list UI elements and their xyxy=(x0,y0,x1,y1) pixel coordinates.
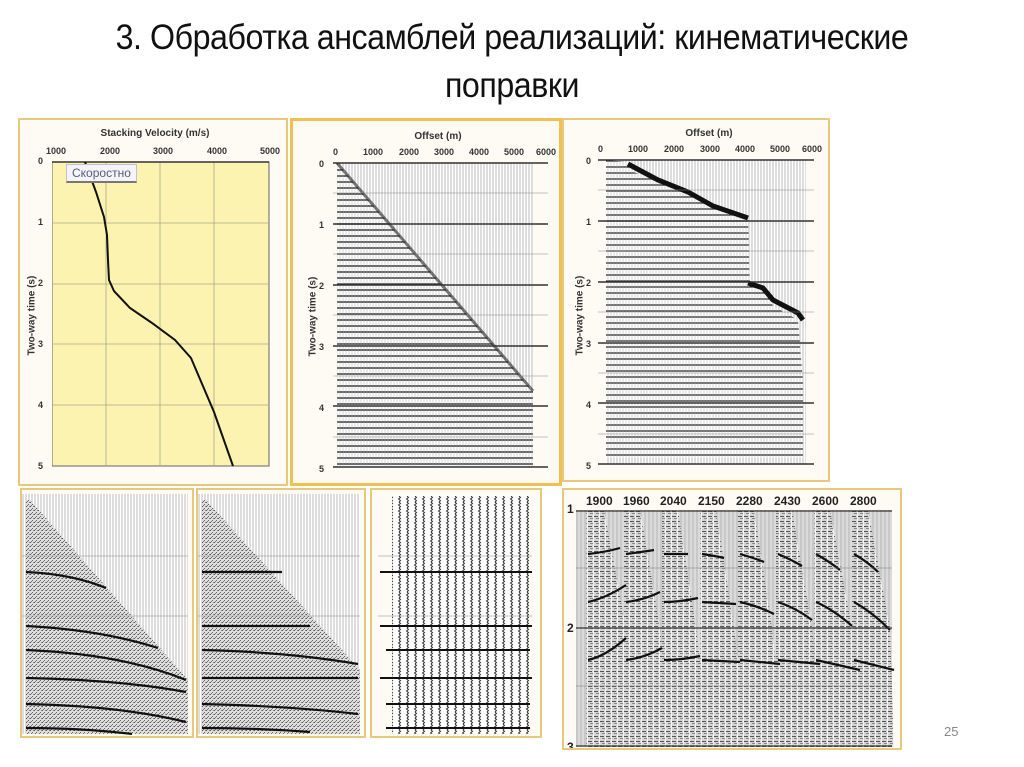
velocity-plot-area xyxy=(52,161,270,467)
gather-plot-area xyxy=(333,162,548,468)
velocity-scan-panels: 1900 1960 2040 2150 2280 2430 2600 2800 … xyxy=(562,488,902,750)
velocity-label: 2040 xyxy=(660,494,687,508)
chart-title: Stacking Velocity (m/s) xyxy=(100,128,210,139)
y-tick: 0 xyxy=(38,156,44,166)
velocity-label: 2800 xyxy=(850,494,877,508)
x-tick: 2000 xyxy=(664,144,685,154)
y-axis-label: Two-way time (s) xyxy=(307,276,319,357)
y-tick: 5 xyxy=(586,461,592,471)
x-tick: 4000 xyxy=(207,146,228,156)
synthetic-gather-2 xyxy=(196,488,366,738)
x-tick: 3000 xyxy=(700,144,721,154)
x-tick: 3000 xyxy=(153,146,174,156)
velocity-label: 2600 xyxy=(812,494,839,508)
y-tick: 4 xyxy=(586,400,592,410)
tooltip: Скоростно xyxy=(66,164,137,183)
velocity-label: 2150 xyxy=(698,494,725,508)
nmo-plot-area xyxy=(598,159,814,465)
velocity-label: 1900 xyxy=(586,494,613,508)
x-tick: 1000 xyxy=(46,146,67,156)
x-tick: 1000 xyxy=(363,147,384,157)
y-axis-label: Two-way time (s) xyxy=(574,275,586,356)
y-axis-label: Two-way time (s) xyxy=(26,275,38,356)
x-tick: 4000 xyxy=(735,144,756,154)
y-tick: 2 xyxy=(567,621,574,635)
velocity-label: 1960 xyxy=(623,494,650,508)
y-tick: 1 xyxy=(38,217,44,227)
y-tick: 5 xyxy=(319,464,325,474)
y-tick: 4 xyxy=(38,400,44,410)
slide-title: 3. Обработка ансамблей реализаций: кинем… xyxy=(41,14,983,110)
x-tick: 4000 xyxy=(469,147,490,157)
x-tick: 5000 xyxy=(260,146,281,156)
stacking-velocity-chart: Stacking Velocity (m/s) 1000 2000 3000 4… xyxy=(18,118,288,486)
synthetic-gather-1 xyxy=(20,488,194,738)
velocity-label: 2280 xyxy=(736,494,763,508)
y-tick: 1 xyxy=(567,502,574,516)
x-tick: 6000 xyxy=(802,144,823,154)
x-tick: 2000 xyxy=(399,147,420,157)
velocity-label: 2430 xyxy=(774,494,801,508)
slide-title-line2: поправки xyxy=(444,66,580,105)
nmo-corrected-chart: Offset (m) 0 1000 2000 3000 4000 5000 60… xyxy=(562,118,830,482)
x-tick: 2000 xyxy=(100,146,121,156)
x-tick: 5000 xyxy=(504,147,525,157)
y-tick: 2 xyxy=(319,281,325,291)
nmo-stacked-gather xyxy=(370,488,542,738)
y-tick: 5 xyxy=(38,461,44,471)
nmo-stacked-gather-plot xyxy=(378,496,532,734)
y-tick: 3 xyxy=(319,342,325,352)
y-tick: 3 xyxy=(38,339,44,349)
x-tick: 0 xyxy=(333,147,339,157)
y-tick: 3 xyxy=(586,339,592,349)
y-tick: 3 xyxy=(567,740,574,750)
y-tick: 1 xyxy=(319,220,325,230)
x-tick: 1000 xyxy=(628,144,649,154)
y-tick: 2 xyxy=(38,278,44,288)
y-tick: 2 xyxy=(586,278,592,288)
velocity-scan-plot xyxy=(576,510,895,747)
y-tick: 4 xyxy=(319,403,325,413)
x-tick: 6000 xyxy=(536,147,557,157)
x-tick: 3000 xyxy=(434,147,455,157)
y-tick: 0 xyxy=(586,156,592,166)
synthetic-gather-1-plot xyxy=(22,494,188,736)
x-tick: 5000 xyxy=(770,144,791,154)
x-tick: 0 xyxy=(598,144,604,154)
page-number: 25 xyxy=(944,724,959,739)
y-tick: 1 xyxy=(586,217,592,227)
cmp-gather-chart: Offset (m) 0 1000 2000 3000 4000 5000 60… xyxy=(290,118,562,486)
chart-title: Offset (m) xyxy=(685,128,733,139)
synthetic-gather-2-plot xyxy=(198,494,360,734)
chart-title: Offset (m) xyxy=(414,131,462,142)
slide-title-line1: 3. Обработка ансамблей реализаций: кинем… xyxy=(115,18,909,57)
y-tick: 0 xyxy=(319,159,325,169)
